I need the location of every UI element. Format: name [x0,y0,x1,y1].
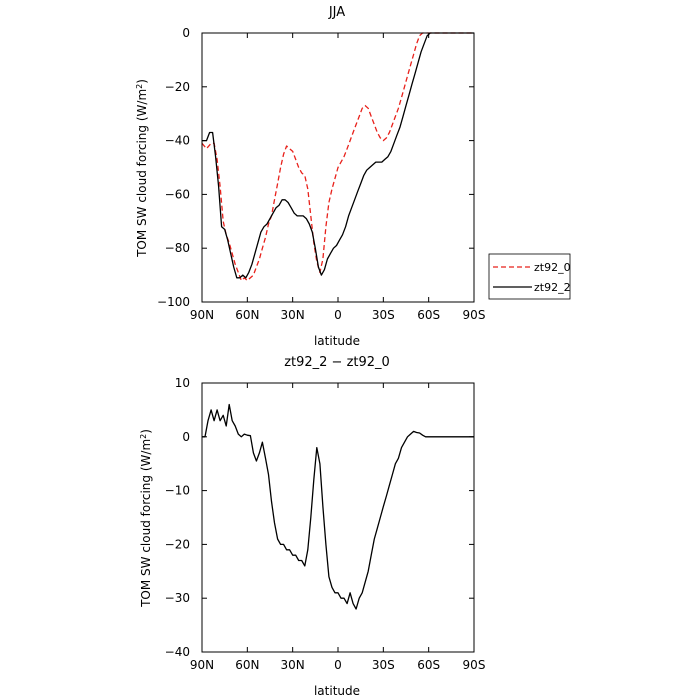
bottom-chart-y-axis-title: TOM SW cloud forcing (W/m2) [139,429,153,608]
legend-label-zt92-2: zt92_2 [534,281,571,294]
bottom-chart-x-tick-label: 60N [235,658,259,672]
top-chart-x-axis-title: latitude [314,334,360,348]
bottom-chart-x-axis-title: latitude [314,684,360,698]
bottom-chart-x-tick-label: 90S [463,658,486,672]
bottom-chart-panel: zt92_2 − zt92_0 90N 60N 30N 0 30S 60S 90S 10 0 −1… [139,355,485,698]
top-chart-y-tick-label: −80 [165,241,190,255]
bottom-chart-x-tick-label: 30S [372,658,395,672]
bottom-chart-x-tick-label: 30N [281,658,305,672]
top-chart-x-tick-label: 90N [190,308,214,322]
top-chart-x-tick-label: 30S [372,308,395,322]
bottom-chart-x-tick-label: 60S [417,658,440,672]
top-chart-y-axis-title: TOM SW cloud forcing (W/m2) [135,79,149,258]
top-chart-y-tick-label: −20 [165,80,190,94]
bottom-chart-plot-area: 90N 60N 30N 0 30S 60S 90S 10 0 −10 −20 −30 −40 [165,376,486,672]
top-chart-x-tick-label: 60N [235,308,259,322]
bottom-chart-y-tick-label: 0 [182,430,190,444]
bottom-chart-title: zt92_2 − zt92_0 [284,355,390,370]
bottom-chart-y-tick-label: −30 [165,591,190,605]
bottom-chart-x-tick-label: 90N [190,658,214,672]
top-chart-frame [201,32,475,303]
top-chart-panel: JJA 90N 60N 30N 0 30S 60S 90S 0 −20 −40 −60 −80 −100… [135,5,485,348]
top-chart-title: JJA [328,5,345,20]
legend-label-zt92-0: zt92_0 [534,261,571,274]
legend: zt92_0 zt92_2 [488,253,571,300]
bottom-chart-y-tick-label: −10 [165,484,190,498]
top-chart-y-tick-label: −100 [157,295,190,309]
bottom-chart-series-line-difference [202,403,474,610]
bottom-chart-y-tick-label: −20 [165,537,190,551]
bottom-chart-y-tick-label: 10 [175,376,190,390]
legend-box [488,253,571,300]
bottom-chart-x-tick-label: 0 [334,658,342,672]
top-chart-y-tick-label: 0 [182,26,190,40]
top-chart-series-line-zt92-2 [202,32,474,279]
top-chart-x-tick-label: 90S [463,308,486,322]
bottom-chart-frame [201,382,475,653]
top-chart-y-tick-label: −60 [165,187,190,201]
bottom-chart-y-tick-label: −40 [165,645,190,659]
top-chart-x-tick-label: 30N [281,308,305,322]
top-chart-y-tick-label: −40 [165,134,190,148]
top-chart-x-tick-label: 60S [417,308,440,322]
top-chart-plot-area: 90N 60N 30N 0 30S 60S 90S 0 −20 −40 −60 −80 −100 [157,26,485,322]
top-chart-x-tick-label: 0 [334,308,342,322]
